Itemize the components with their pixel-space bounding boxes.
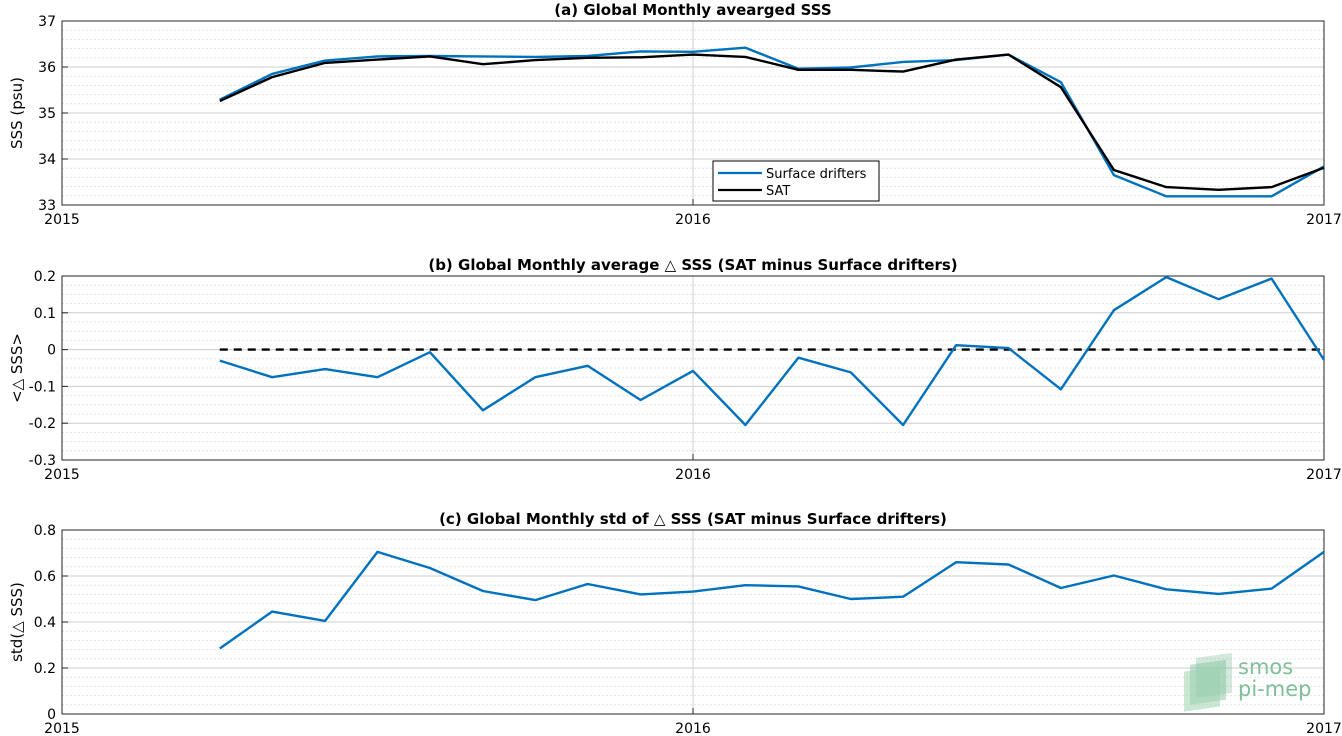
y-tick-label: -0.2 bbox=[29, 416, 56, 432]
y-tick-label: -0.1 bbox=[29, 379, 56, 395]
x-tick-label: 2017 bbox=[1306, 721, 1342, 736]
legend-label-sat: SAT bbox=[766, 184, 790, 199]
series-line-b-0 bbox=[219, 275, 1326, 427]
y-tick-label: 37 bbox=[38, 14, 56, 30]
logo-emblem-icon bbox=[1184, 652, 1232, 712]
y-tick-label: 0.1 bbox=[34, 306, 56, 322]
legend-label-surface-drifters: Surface drifters bbox=[766, 167, 867, 182]
x-tick-label: 2015 bbox=[44, 721, 80, 736]
legend: Surface drifters SAT bbox=[712, 160, 880, 202]
x-tick-label: 2017 bbox=[1306, 212, 1342, 228]
y-axis-label-a: SSS (psu) bbox=[8, 77, 26, 149]
y-tick-label: 35 bbox=[38, 106, 56, 122]
x-tick-label: 2016 bbox=[675, 721, 711, 736]
smos-pi-mep-logo: smos pi-mep bbox=[1184, 652, 1311, 712]
panel-title-a: (a) Global Monthly avearged SSS bbox=[554, 1, 831, 19]
y-tick-label: 0.6 bbox=[34, 569, 56, 585]
y-tick-label: 0 bbox=[47, 343, 56, 359]
y-axis-label-c: std(△ SSS) bbox=[8, 582, 26, 662]
y-tick-label: 0.8 bbox=[34, 523, 56, 539]
y-tick-label: 36 bbox=[38, 60, 56, 76]
x-tick-label: 2015 bbox=[44, 212, 80, 228]
panel-b: -0.3 -0.2 -0.1 0 0.1 0.2 2015 2016 2017 (b) Globa… bbox=[8, 256, 1342, 483]
y-tick-label: 0.2 bbox=[34, 661, 56, 677]
y-axis-label-b: <△ SSS> bbox=[8, 333, 26, 403]
series-line-a-surface-drifters bbox=[219, 46, 1325, 198]
x-tick-label: 2016 bbox=[675, 467, 711, 483]
y-tick-label: 0.4 bbox=[34, 615, 56, 631]
series-line-c-0 bbox=[219, 550, 1325, 650]
logo-text-pi-mep: pi-mep bbox=[1238, 677, 1311, 701]
y-tick-label: 33 bbox=[38, 198, 56, 214]
panel-title-b: (b) Global Monthly average △ SSS (SAT mi… bbox=[428, 256, 957, 274]
logo-text-smos: smos bbox=[1238, 655, 1293, 679]
series-line-a-sat bbox=[219, 53, 1325, 192]
panel-a: 33 34 35 36 37 2015 2016 2017 (a) Global Monthly… bbox=[8, 1, 1342, 228]
panel-title-c: (c) Global Monthly std of △ SSS (SAT min… bbox=[439, 510, 947, 528]
y-tick-label: 34 bbox=[38, 152, 56, 168]
x-tick-label: 2016 bbox=[675, 212, 711, 228]
x-tick-label: 2017 bbox=[1306, 467, 1342, 483]
y-tick-label: -0.3 bbox=[29, 453, 56, 469]
y-tick-label: 0.2 bbox=[34, 269, 56, 285]
y-tick-label: 0 bbox=[47, 707, 56, 723]
x-tick-label: 2015 bbox=[44, 467, 80, 483]
panel-c: 0 0.2 0.4 0.6 0.8 2015 2016 2017 (c) Global Mont… bbox=[8, 510, 1342, 736]
legend-box bbox=[712, 160, 880, 202]
